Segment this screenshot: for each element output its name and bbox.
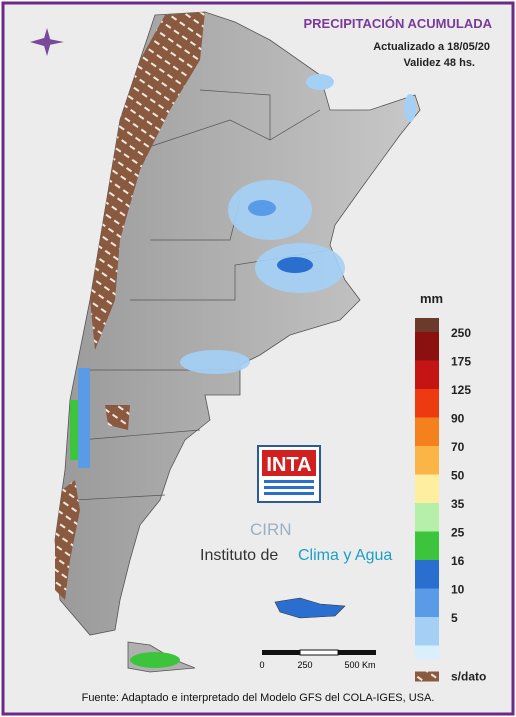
inta-text: INTA xyxy=(266,454,311,476)
legend-swatch xyxy=(415,417,439,446)
legend-label: 16 xyxy=(451,554,465,568)
legend-swatch xyxy=(415,332,439,361)
legend-label: 125 xyxy=(451,383,471,397)
legend-swatch xyxy=(415,318,439,332)
legend-label: 250 xyxy=(451,326,471,340)
no-data-areas xyxy=(55,12,205,600)
malvinas xyxy=(274,597,346,619)
legend-label: 50 xyxy=(451,469,465,483)
legend-swatch-nodata xyxy=(415,671,439,682)
legend-label: 10 xyxy=(451,583,465,597)
institute-text: Instituto de xyxy=(200,547,278,564)
legend-swatch xyxy=(415,588,439,617)
legend-label: 90 xyxy=(451,412,465,426)
legend-label: 5 xyxy=(451,611,458,625)
updated: Actualizado a 18/05/20 xyxy=(373,41,490,53)
compass xyxy=(30,28,64,56)
scale-bar: 0 250 500 Km xyxy=(259,649,376,670)
cirn-text: CIRN xyxy=(250,520,292,539)
legend-label: 25 xyxy=(451,526,465,540)
legend: mm 250 175 125 90 70 50 35 25 16 10 5 s/dato xyxy=(415,291,486,684)
legend-swatch xyxy=(415,531,439,560)
legend-swatch xyxy=(415,446,439,475)
inta-logo: INTA xyxy=(257,445,321,503)
scale-label: 500 Km xyxy=(344,660,375,670)
scale-label: 250 xyxy=(297,660,312,670)
legend-label: 70 xyxy=(451,440,465,454)
legend-swatch xyxy=(415,645,439,660)
legend-label: 35 xyxy=(451,497,465,511)
title: PRECIPITACIÓN ACUMULADA xyxy=(304,16,493,31)
legend-swatch xyxy=(415,617,439,646)
validity: Validez 48 hs. xyxy=(403,57,475,69)
legend-swatch xyxy=(415,389,439,418)
legend-title: mm xyxy=(420,291,443,306)
institute-accent: Clima y Agua xyxy=(298,547,392,564)
source: Fuente: Adaptado e interpretado del Mode… xyxy=(82,692,435,704)
legend-swatch xyxy=(415,503,439,532)
legend-label: s/dato xyxy=(451,670,486,684)
scale-label: 0 xyxy=(259,660,264,670)
legend-swatch xyxy=(415,360,439,389)
precipitation-areas xyxy=(70,74,416,668)
legend-label: 175 xyxy=(451,355,471,369)
country-shape xyxy=(54,11,421,636)
legend-swatch xyxy=(415,560,439,589)
legend-swatch xyxy=(415,474,439,503)
